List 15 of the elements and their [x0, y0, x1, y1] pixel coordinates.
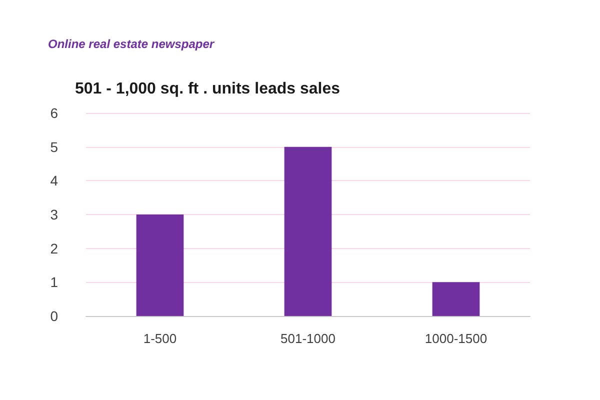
y-tick-label: 1: [50, 274, 58, 290]
y-tick-label: 3: [50, 206, 58, 222]
y-tick-label: 0: [50, 308, 58, 324]
bar: [136, 214, 184, 316]
y-tick-label: 4: [50, 172, 58, 189]
y-tick-label: 5: [50, 138, 58, 155]
x-tick-label: 1-500: [143, 331, 177, 346]
x-tick-label: 1000-1500: [424, 331, 488, 346]
bar: [432, 282, 480, 316]
y-tick-label: 6: [50, 105, 58, 121]
chart-title: 501 - 1,000 sq. ft . units leads sales: [75, 80, 340, 98]
text: Online real estate newspaper: [48, 37, 216, 51]
y-tick-label: 2: [50, 240, 58, 256]
x-tick-label: 501-1000: [280, 331, 336, 346]
bar: [284, 146, 332, 316]
